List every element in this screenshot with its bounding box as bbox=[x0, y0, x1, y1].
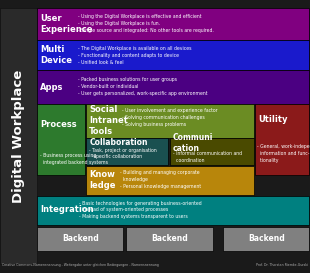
Bar bbox=[37, 8, 309, 40]
Text: - Using the Digital Workplace is effective and efficient
- Using the Digital Wor: - Using the Digital Workplace is effecti… bbox=[78, 14, 213, 34]
Text: Backend: Backend bbox=[248, 234, 285, 243]
Text: - Task, project or organisation
  -specific collaboration: - Task, project or organisation -specifi… bbox=[89, 148, 157, 159]
Text: Process: Process bbox=[40, 120, 77, 129]
Text: - General, work-independent
  information and func-
  tionality: - General, work-independent information … bbox=[257, 144, 310, 163]
Text: - The Digital Workplace is available on all devices
- Functionality and content : - The Digital Workplace is available on … bbox=[78, 46, 191, 65]
Bar bbox=[0, 8, 37, 264]
Text: Social
Intranet
Tools: Social Intranet Tools bbox=[89, 105, 128, 136]
Text: Creative Commons-Namensnennung - Weitergabe unter gleichen Bedingungen - Namensn: Creative Commons-Namensnennung - Weiterg… bbox=[2, 263, 158, 267]
Text: - User involvement and experience factor
- Solving communication challenges
- So: - User involvement and experience factor… bbox=[122, 108, 217, 126]
Text: Know
ledge: Know ledge bbox=[89, 170, 116, 190]
Text: Digital Workplace: Digital Workplace bbox=[12, 69, 25, 203]
Text: Collaboration: Collaboration bbox=[89, 138, 148, 147]
Bar bbox=[86, 138, 168, 165]
Text: - Informal communication and
  coordination: - Informal communication and coordinatio… bbox=[173, 151, 242, 163]
Bar bbox=[255, 104, 309, 175]
Text: - Building and managing corporate
  knowledge
- Personal knowledge management: - Building and managing corporate knowle… bbox=[120, 170, 202, 189]
Text: User
Experience: User Experience bbox=[40, 14, 93, 34]
Bar bbox=[126, 227, 213, 251]
Text: - Business process using
  integrated backend systems: - Business process using integrated back… bbox=[40, 153, 108, 165]
Text: Prof. Dr. Thorsten Riemke-Gurzki: Prof. Dr. Thorsten Riemke-Gurzki bbox=[256, 263, 308, 267]
Text: Apps: Apps bbox=[40, 83, 64, 91]
Bar bbox=[37, 196, 309, 225]
Text: - Packed business solutions for user groups
- Vendor-built or individual
- User : - Packed business solutions for user gro… bbox=[78, 77, 207, 96]
Text: Backend: Backend bbox=[62, 234, 99, 243]
Bar bbox=[86, 166, 254, 195]
Bar bbox=[37, 40, 309, 70]
Bar bbox=[37, 227, 123, 251]
Bar bbox=[170, 138, 254, 165]
Text: Integration: Integration bbox=[40, 205, 94, 214]
Bar bbox=[86, 104, 254, 138]
Text: Communi
cation: Communi cation bbox=[173, 133, 213, 153]
Text: Multi
Device: Multi Device bbox=[40, 45, 72, 65]
Text: Backend: Backend bbox=[151, 234, 188, 243]
Text: Utility: Utility bbox=[258, 115, 287, 124]
Text: - Basic technologies for generating business-oriented
  instead of system-orient: - Basic technologies for generating busi… bbox=[79, 201, 202, 219]
Bar bbox=[223, 227, 309, 251]
Bar bbox=[37, 70, 309, 104]
Bar bbox=[37, 104, 85, 175]
